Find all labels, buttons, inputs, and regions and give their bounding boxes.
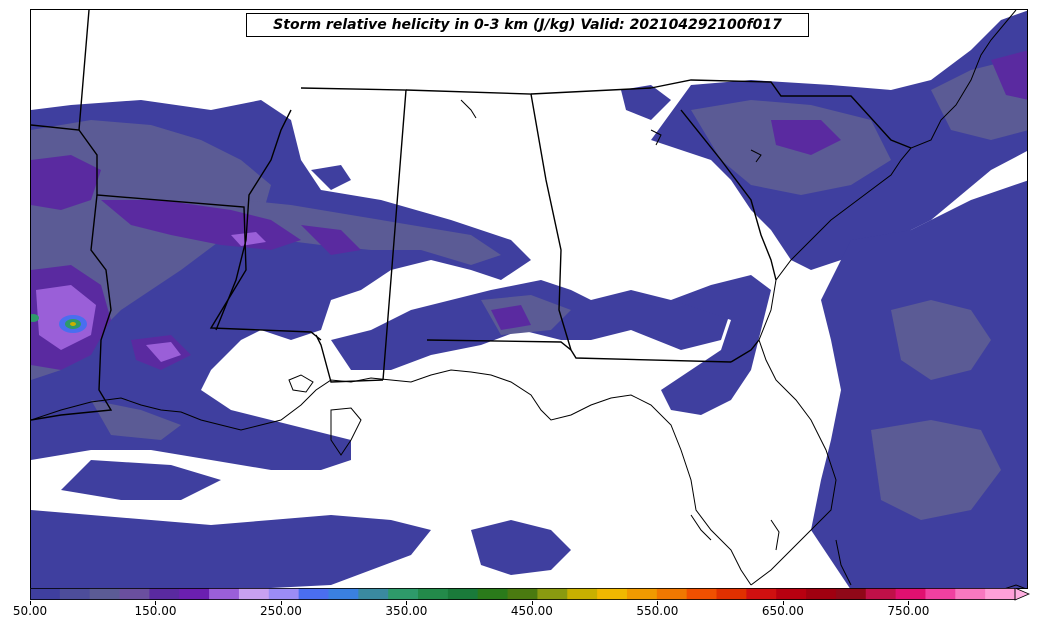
colorbar-segment — [537, 588, 567, 600]
colorbar-extend-arrow — [1015, 588, 1029, 600]
colorbar-segment — [836, 588, 866, 600]
colorbar-segment — [209, 588, 239, 600]
colorbar-segment — [239, 588, 269, 600]
colorbar-segment — [149, 588, 179, 600]
map-title: Storm relative helicity in 0-3 km (J/kg)… — [246, 13, 809, 37]
colorbar-segment — [717, 588, 747, 600]
colorbar-segment — [418, 588, 448, 600]
colorbar-segment — [627, 588, 657, 600]
colorbar-segment — [567, 588, 597, 600]
colorbar-segment — [179, 588, 209, 600]
colorbar-tick-label: 450.00 — [511, 604, 553, 618]
colorbar-segment — [657, 588, 687, 600]
colorbar-segment — [896, 588, 926, 600]
colorbar-segment — [448, 588, 478, 600]
colorbar-tick-label: 650.00 — [762, 604, 804, 618]
colorbar-segment — [806, 588, 836, 600]
colorbar-segment — [955, 588, 985, 600]
colorbar-segment — [508, 588, 538, 600]
colorbar-segment — [388, 588, 418, 600]
colorbar-segment — [120, 588, 150, 600]
colorbar-ticks: 50.00 150.00 250.00 350.00 450.00 550.00 650.0… — [0, 604, 1037, 633]
colorbar-segment — [746, 588, 776, 600]
colorbar-segment — [776, 588, 806, 600]
colorbar-tick-label: 550.00 — [636, 604, 678, 618]
helicity-map — [31, 10, 1028, 589]
colorbar-segment — [866, 588, 896, 600]
colorbar-tick-label: 150.00 — [134, 604, 176, 618]
colorbar-segment — [985, 588, 1015, 600]
colorbar-segment — [687, 588, 717, 600]
colorbar-tick-label: 50.00 — [13, 604, 47, 618]
colorbar-segment — [90, 588, 120, 600]
colorbar-segment — [30, 588, 60, 600]
colorbar-segment — [925, 588, 955, 600]
colorbar-segment — [597, 588, 627, 600]
colorbar-segment — [478, 588, 508, 600]
colorbar-segment — [269, 588, 299, 600]
colorbar-tick-label: 250.00 — [260, 604, 302, 618]
colorbar-segment — [358, 588, 388, 600]
colorbar-segment — [299, 588, 329, 600]
colorbar-segment — [328, 588, 358, 600]
colorbar-tick-label: 350.00 — [385, 604, 427, 618]
colorbar-tick-label: 750.00 — [887, 604, 929, 618]
colorbar — [30, 588, 1030, 602]
map-panel — [30, 9, 1028, 589]
colorbar-segment — [60, 588, 90, 600]
